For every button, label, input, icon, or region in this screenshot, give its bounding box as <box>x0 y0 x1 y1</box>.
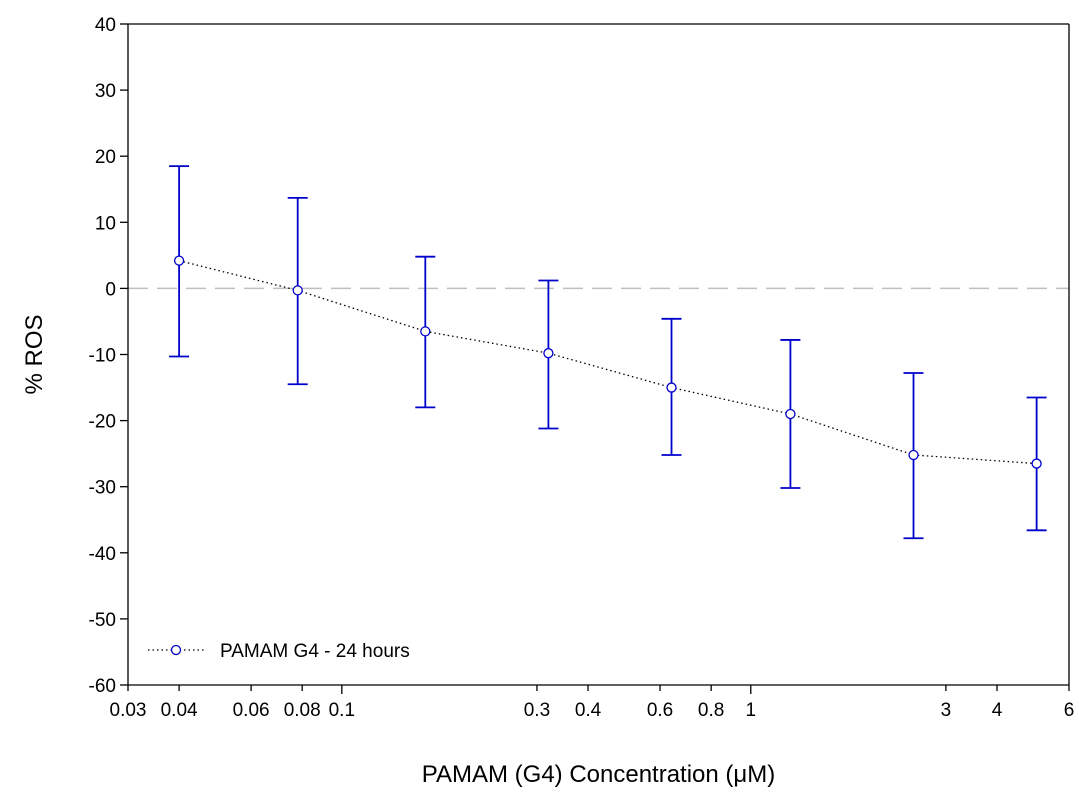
data-point <box>543 348 554 359</box>
x-tick-label: 1 <box>745 700 756 721</box>
series-layer <box>169 165 1047 540</box>
y-axis-title: % ROS <box>21 314 48 394</box>
x-tick-label: 3 <box>941 700 952 721</box>
legend: PAMAM G4 - 24 hours <box>148 641 410 662</box>
y-tick-label: -40 <box>89 544 116 565</box>
legend-label: PAMAM G4 - 24 hours <box>220 641 410 662</box>
x-tick-label: 6 <box>1064 700 1075 721</box>
y-tick-label: 20 <box>95 147 116 168</box>
x-tick-label: 0.08 <box>284 700 321 721</box>
axes: -60 -50 -40 -30 -20 -10 0 10 20 30 40 0.03 0.04 0.06 0… <box>89 15 1075 721</box>
x-tick-label: 0.3 <box>524 700 550 721</box>
data-point <box>1031 458 1042 469</box>
data-point <box>785 408 796 420</box>
legend-marker <box>170 644 182 656</box>
y-tick-label: 40 <box>95 15 116 36</box>
data-point <box>292 285 303 296</box>
x-tick-label: 0.06 <box>233 700 270 721</box>
x-tick-label: 0.03 <box>110 700 147 721</box>
x-tick-label: 0.1 <box>329 700 355 721</box>
x-axis-title: PAMAM (G4) Concentration (μM) <box>422 761 775 788</box>
x-tick-label: 0.8 <box>698 700 724 721</box>
x-tick-label: 0.4 <box>575 700 602 721</box>
data-point <box>420 326 431 337</box>
y-tick-label: -30 <box>89 478 116 499</box>
data-point <box>908 449 919 461</box>
x-tick-label: 4 <box>992 700 1003 721</box>
x-tick-label: 0.6 <box>647 700 673 721</box>
y-tick-label: -10 <box>89 346 116 367</box>
data-point <box>173 255 185 266</box>
data-point <box>666 382 677 393</box>
y-tick-label: -50 <box>89 610 116 631</box>
y-tick-label: 10 <box>95 213 116 234</box>
y-tick-label: -20 <box>89 412 116 433</box>
y-tick-label: 0 <box>105 279 116 300</box>
y-tick-label: -60 <box>89 676 116 697</box>
x-tick-label: 0.04 <box>161 700 198 721</box>
y-tick-label: 30 <box>95 81 116 102</box>
series-line <box>178 260 1037 465</box>
